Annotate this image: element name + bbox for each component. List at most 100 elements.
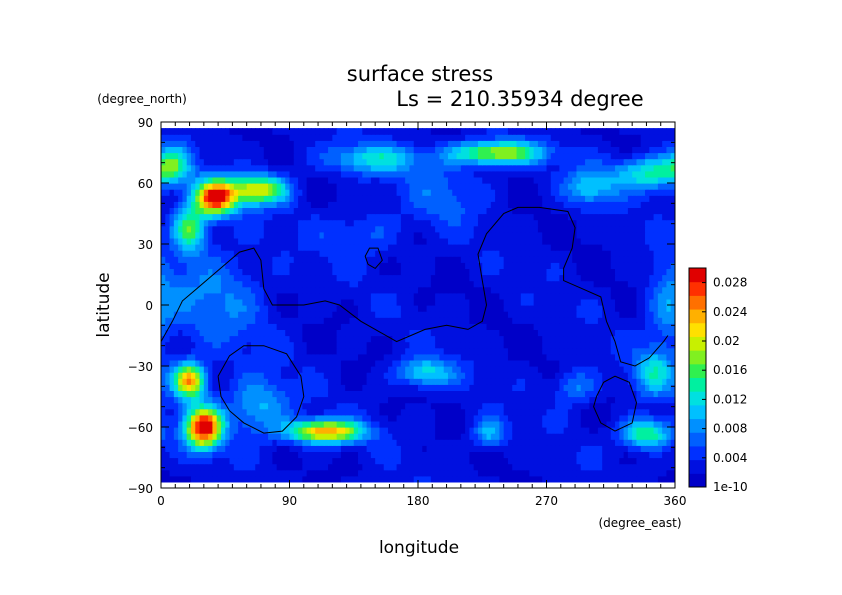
heatmap-cell [268,341,273,349]
heatmap-cell [640,372,646,379]
heatmap-cell [567,317,573,324]
heatmap-cell [298,469,303,477]
heatmap-cell [345,359,351,367]
heatmap-cell [435,451,441,459]
heatmap-cell [546,408,552,416]
heatmap-cell [199,237,205,245]
heatmap-cell [576,280,582,288]
heatmap-cell [190,244,196,251]
heatmap-cell [379,451,385,459]
heatmap-cell [627,237,633,245]
heatmap-cell [289,414,295,422]
heatmap-cell [238,359,243,367]
heatmap-cell [272,463,278,471]
heatmap-cell [169,329,175,337]
heatmap-cell [585,366,590,373]
heatmap-cell [512,280,518,288]
heatmap-cell [195,427,201,434]
heatmap-cell [255,396,261,404]
heatmap-cell [396,311,402,318]
heatmap-cell [537,359,543,367]
heatmap-cell [358,372,363,379]
heatmap-cell [178,268,184,276]
heatmap-cell [606,457,612,465]
heatmap-cell [212,262,218,269]
heatmap-cell [615,475,620,483]
heatmap-cell [345,445,351,452]
heatmap-cell [246,250,252,257]
heatmap-cell [400,414,406,422]
heatmap-cell [469,341,475,349]
heatmap-cell [178,317,184,324]
heatmap-cell [610,384,616,391]
heatmap-cell [657,329,663,337]
heatmap-cell [550,366,556,373]
heatmap-cell [542,384,548,391]
heatmap-cell [602,323,608,330]
heatmap-cell [276,372,282,379]
heatmap-cell [405,396,411,404]
heatmap-cell [169,335,175,343]
heatmap-cell [190,231,196,239]
heatmap-cell [345,420,351,428]
heatmap-cell [542,305,548,312]
heatmap-cell [229,359,235,367]
heatmap-cell [409,225,415,233]
heatmap-cell [670,359,675,367]
heatmap-cell [208,323,213,330]
heatmap-cell [512,463,518,471]
heatmap-cell [653,433,659,440]
heatmap-cell [460,335,466,343]
heatmap-cell [315,372,321,379]
heatmap-cell [225,268,231,276]
heatmap-cell [606,274,612,282]
heatmap-cell [216,390,222,398]
heatmap-cell [499,231,505,239]
heatmap-cell [456,256,462,263]
heatmap-cell [246,402,252,410]
heatmap-cell [405,408,411,416]
heatmap-cell [460,244,466,251]
heatmap-cell [323,475,329,483]
heatmap-cell [503,311,509,318]
heatmap-cell [375,323,381,330]
heatmap-cell [199,420,205,428]
heatmap-cell [627,329,633,337]
heatmap-cell [447,469,453,477]
heatmap-cell [615,250,620,257]
heatmap-cell [396,323,402,330]
heatmap-cell [362,311,368,318]
heatmap-cell [298,329,303,337]
heatmap-cell [238,463,243,471]
heatmap-cell [345,475,351,483]
heatmap-cell [418,341,423,349]
heatmap-cell [486,414,492,422]
heatmap-cell [563,396,569,404]
heatmap-cell [375,408,381,416]
heatmap-cell [220,323,226,330]
heatmap-cell [597,469,603,477]
heatmap-cell [666,341,672,349]
heatmap-cell [289,463,295,471]
heatmap-cell [542,268,548,276]
heatmap-cell [465,250,470,257]
heatmap-cell [443,335,449,343]
heatmap-cell [310,390,316,398]
heatmap-cell [190,347,196,355]
heatmap-cell [422,457,428,465]
heatmap-cell [306,256,312,263]
heatmap-cell [499,372,505,379]
heatmap-cell [250,335,256,343]
heatmap-cell [366,311,372,318]
heatmap-cell [328,372,333,379]
heatmap-cell [653,274,659,282]
heatmap-cell [379,292,385,300]
heatmap-cell [529,317,535,324]
heatmap-cell [563,341,569,349]
heatmap-cell [388,335,393,343]
heatmap-cell [366,427,372,434]
heatmap-cell [576,256,582,263]
heatmap-cell [328,384,333,391]
heatmap-cell [542,439,548,446]
heatmap-cell [319,244,325,251]
